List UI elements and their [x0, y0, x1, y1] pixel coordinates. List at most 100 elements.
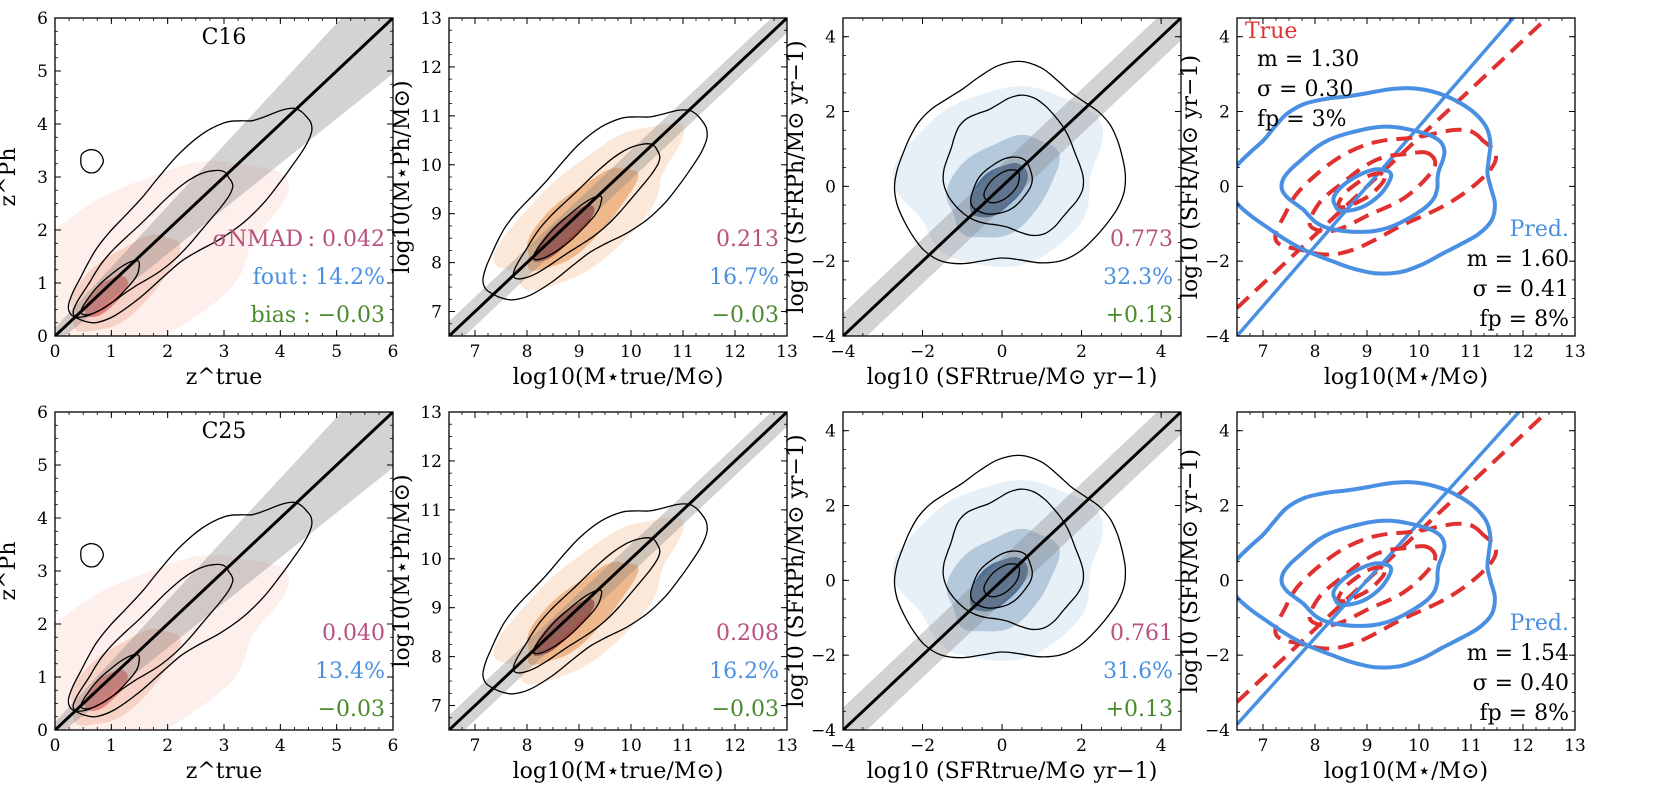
x-tick-label: 13 — [776, 736, 798, 756]
y-tick-label: 9 — [431, 599, 442, 619]
axes-frame — [1236, 411, 1576, 731]
x-tick-label: 9 — [574, 736, 585, 756]
axes-frame — [842, 411, 1182, 731]
x-tick-label: 10 — [1408, 736, 1430, 756]
pred-stat-2: fp = 8% — [1479, 701, 1569, 726]
x-tick-label: 9 — [1362, 736, 1373, 756]
contour-outer — [67, 501, 313, 718]
contour-inner — [532, 589, 603, 655]
x-tick-label: 1 — [106, 342, 117, 362]
true-label: True — [1245, 19, 1297, 44]
x-tick-label: 3 — [219, 736, 230, 756]
x-axis-label: z^true — [186, 759, 263, 784]
pred-contour-outer — [1237, 480, 1497, 670]
y-tick-label: 13 — [420, 9, 442, 29]
pred-label: Pred. — [1510, 217, 1569, 242]
stat-fout: 13.4% — [315, 659, 385, 684]
density-core — [532, 598, 595, 656]
x-tick-label: 2 — [1076, 736, 1087, 756]
y-axis-label: log10 (SFR/M⊙ yr−1) — [1178, 449, 1203, 693]
contour-inner — [80, 259, 141, 316]
y-tick-label: 2 — [825, 103, 836, 123]
one-to-one-line — [449, 18, 787, 336]
stat-bias: −0.03 — [318, 697, 385, 722]
x-tick-label: 0 — [997, 736, 1008, 756]
true-stat-0: m = 1.30 — [1257, 47, 1359, 72]
true-contour-mid — [1307, 150, 1438, 234]
stat-bias: −0.03 — [712, 303, 779, 328]
y-tick-label: 0 — [1219, 571, 1230, 591]
panel-r1c3: 0.773 32.3% +0.13 −4 −2 0 2 4 −4 −2 0 2 4 log10 (SFRt… — [784, 17, 1182, 390]
x-tick-label: 8 — [1310, 342, 1321, 362]
pred-fit-line — [1237, 18, 1516, 336]
contour-inner — [970, 156, 1033, 215]
true-contour-inner — [1336, 565, 1387, 604]
density-core — [532, 204, 595, 262]
y-tick-label: −2 — [811, 252, 836, 272]
contour-outer — [482, 503, 708, 695]
axes-frame — [54, 411, 394, 731]
x-tick-label: 7 — [470, 736, 481, 756]
stat-bias: +0.13 — [1106, 697, 1173, 722]
contour-outer — [893, 454, 1127, 659]
pred-stat-1: σ = 0.41 — [1473, 277, 1569, 302]
y-axis-label: log10 (SFR/M⊙ yr−1) — [1178, 55, 1203, 299]
stat-nmad-label: σNMAD — [213, 227, 303, 252]
contour-island — [80, 542, 104, 568]
plot-area — [1237, 18, 1550, 336]
y-tick-label: 2 — [1219, 497, 1230, 517]
x-tick-label: 10 — [620, 342, 642, 362]
x-tick-label: −2 — [910, 342, 935, 362]
y-tick-label: −2 — [1205, 646, 1230, 666]
y-tick-label: 5 — [37, 456, 48, 476]
x-tick-label: 0 — [50, 736, 61, 756]
x-tick-label: 4 — [1156, 342, 1167, 362]
x-tick-label: 7 — [470, 342, 481, 362]
x-tick-label: 3 — [219, 342, 230, 362]
x-tick-label: 7 — [1258, 736, 1269, 756]
y-tick-label: 0 — [37, 327, 48, 347]
contour-outer — [67, 107, 313, 324]
y-tick-label: 11 — [420, 107, 442, 127]
x-tick-label: 13 — [1564, 736, 1586, 756]
x-tick-label: −2 — [910, 736, 935, 756]
x-tick-label: 11 — [672, 342, 694, 362]
panel-r1c2: 0.213 16.7% −0.03 7 8 9 10 11 12 13 7 8 9 10 11 12 13 log… — [390, 9, 798, 390]
pred-contour-mid — [1279, 124, 1447, 234]
contour-island — [80, 148, 104, 174]
stat-fout: 16.2% — [709, 659, 779, 684]
one-to-one-line — [55, 18, 393, 336]
contour-mid — [72, 563, 234, 712]
x-tick-label: 2 — [162, 736, 173, 756]
x-tick-label: 0 — [50, 342, 61, 362]
y-tick-label: 4 — [1219, 422, 1230, 442]
true-contour-outer — [1273, 127, 1498, 257]
pred-contour-outer — [1237, 86, 1497, 276]
panel-r1c1: C16: 0.042: 14.2% bias : −0.03 σNMAD fout 0 1… — [0, 9, 399, 390]
x-tick-label: −4 — [830, 342, 855, 362]
y-tick-label: 8 — [431, 254, 442, 274]
y-tick-label: 4 — [37, 509, 48, 529]
contour-inner — [532, 195, 603, 261]
x-tick-label: 6 — [388, 342, 399, 362]
panel-r2c1: C25 0.040 13.4% −0.03 0 1 2 3 4 5 6 0 1 2 3 4 5 6 z^true z^… — [0, 403, 398, 784]
x-tick-label: 13 — [1564, 342, 1586, 362]
x-axis-label: log10(M⋆true/M⊙) — [513, 759, 724, 784]
y-tick-label: 2 — [825, 497, 836, 517]
y-tick-label: 6 — [37, 9, 48, 29]
one-to-one-line — [449, 412, 787, 730]
x-tick-label: 1 — [106, 736, 117, 756]
one-to-one-line — [843, 412, 1181, 730]
stat-fout-label: fout — [253, 265, 298, 290]
y-tick-label: −4 — [1205, 721, 1230, 741]
x-tick-label: 8 — [522, 342, 533, 362]
one-to-one-line — [55, 412, 393, 730]
x-tick-label: 11 — [672, 736, 694, 756]
x-tick-label: 12 — [1512, 736, 1534, 756]
pred-fit-line — [1237, 412, 1522, 726]
x-tick-label: 8 — [1310, 736, 1321, 756]
contour-core — [983, 169, 1021, 204]
panel-r2c2: 0.208 16.2% −0.03 7 8 9 10 11 12 13 7 8 9 10 11 12 13 log… — [390, 403, 798, 784]
panel-r2c4: Pred. m = 1.54 σ = 0.40 fp = 8% 7 8 9 10 11 12 13 −… — [1178, 411, 1586, 784]
y-tick-label: −2 — [1205, 252, 1230, 272]
